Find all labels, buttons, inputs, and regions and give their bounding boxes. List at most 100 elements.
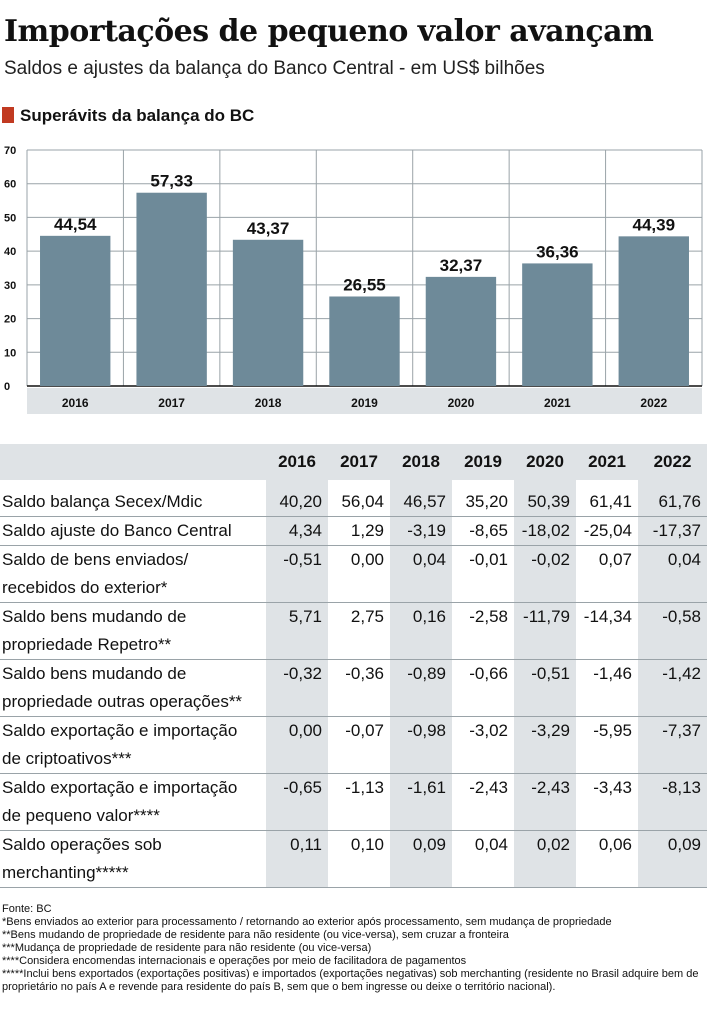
bar-value-label: 43,37	[247, 219, 290, 238]
table-cell: -5,95	[576, 716, 638, 774]
table-cell: -0,02	[514, 545, 576, 603]
table-cell: 0,09	[390, 830, 452, 888]
table-cell: -0,89	[390, 659, 452, 717]
bar	[40, 235, 111, 386]
table-cell: -18,02	[514, 516, 576, 546]
spacer-cell	[0, 480, 266, 488]
table-cell: -7,37	[638, 716, 707, 774]
y-tick-label: 30	[4, 280, 16, 292]
row-label: Saldo ajuste do Banco Central	[0, 516, 266, 546]
table-cell: 61,41	[576, 488, 638, 517]
table-cell: -0,65	[266, 773, 328, 831]
table-header-corner	[0, 444, 266, 480]
bar-value-label: 32,37	[440, 256, 483, 275]
bar	[618, 236, 689, 386]
spacer-cell	[514, 480, 576, 488]
table-cell: -0,98	[390, 716, 452, 774]
table-cell: 5,71	[266, 602, 328, 660]
x-tick-label: 2018	[255, 396, 282, 410]
table-cell: -0,58	[638, 602, 707, 660]
table-cell: 4,34	[266, 516, 328, 546]
table-cell: -3,29	[514, 716, 576, 774]
spacer-cell	[452, 480, 514, 488]
table-cell: -3,02	[452, 716, 514, 774]
table-year-header: 2021	[576, 444, 638, 480]
data-table: 2016 2017 2018 2019 2020 2021 2022 Saldo balan…	[0, 444, 707, 888]
table-year-header: 2022	[638, 444, 707, 480]
x-tick-label: 2019	[351, 396, 378, 410]
table-cell: 0,07	[576, 545, 638, 603]
table-cell: 0,09	[638, 830, 707, 888]
footnote: ****Considera encomendas internacionais …	[2, 955, 467, 967]
footnotes: Fonte: BC *Bens enviados ao exterior para…	[2, 903, 704, 994]
table-cell: -0,32	[266, 659, 328, 717]
table-cell: -25,04	[576, 516, 638, 546]
footnote: *****Inclui bens exportados (exportações…	[2, 968, 699, 993]
row-label: Saldo bens mudando de propriedade Repetro…	[0, 602, 266, 660]
row-label: Saldo exportação e importação de criptoat…	[0, 716, 266, 774]
table-cell: 0,16	[390, 602, 452, 660]
table-cell: -0,66	[452, 659, 514, 717]
table-cell: -1,61	[390, 773, 452, 831]
table-cell: 50,39	[514, 488, 576, 517]
table-cell: -2,58	[452, 602, 514, 660]
y-tick-label: 70	[4, 145, 16, 157]
table-cell: 46,57	[390, 488, 452, 517]
section-marker-icon	[2, 107, 14, 123]
x-tick-label: 2016	[62, 396, 89, 410]
x-tick-label: 2017	[158, 396, 185, 410]
row-label: Saldo bens mudando de propriedade outras …	[0, 659, 266, 717]
page-title: Importações de pequeno valor avançam	[4, 14, 654, 49]
row-label: Saldo operações sob merchanting*****	[0, 830, 266, 888]
bar	[425, 276, 497, 386]
table-row: Saldo ajuste do Banco Central 4,34 1,29 -3,…	[0, 516, 707, 546]
section-title-text: Superávits da balança do BC	[20, 106, 255, 125]
source-note: Fonte: BC	[2, 903, 52, 915]
bar	[329, 296, 400, 386]
bar	[232, 239, 304, 386]
bar-chart: 0 10 20 30 40 50 60 70 44,54 2016 57,33 2017 43,37 20…	[4, 145, 703, 414]
spacer-cell	[390, 480, 452, 488]
footnote: *Bens enviados ao exterior para processa…	[2, 916, 612, 928]
table-cell: 0,10	[328, 830, 390, 888]
spacer-cell	[266, 480, 328, 488]
table-cell: -14,34	[576, 602, 638, 660]
table-cell: -1,42	[638, 659, 707, 717]
y-tick-label: 10	[4, 347, 16, 359]
table-cell: -0,01	[452, 545, 514, 603]
table-cell: 0,04	[638, 545, 707, 603]
table-row: Saldo bens mudando de propriedade outras …	[0, 659, 707, 717]
table-header-row: 2016 2017 2018 2019 2020 2021 2022	[0, 444, 707, 480]
bar	[522, 263, 593, 386]
table-cell: 0,00	[266, 716, 328, 774]
table-cell: 61,76	[638, 488, 707, 517]
table-row: Saldo exportação e importação de pequeno …	[0, 773, 707, 831]
bar-value-label: 44,54	[54, 215, 97, 234]
table-year-header: 2019	[452, 444, 514, 480]
table-cell: 0,04	[452, 830, 514, 888]
table-spacer-row	[0, 480, 707, 488]
table-cell: -1,46	[576, 659, 638, 717]
bar-value-label: 57,33	[150, 172, 193, 191]
bar	[136, 192, 207, 386]
table-row: Saldo de bens enviados/recebidos do exte…	[0, 545, 707, 603]
table-cell: 0,11	[266, 830, 328, 888]
y-tick-label: 0	[4, 381, 10, 393]
table-cell: 40,20	[266, 488, 328, 517]
table-cell: -2,43	[452, 773, 514, 831]
table-year-header: 2016	[266, 444, 328, 480]
table-cell: -8,65	[452, 516, 514, 546]
table-cell: 0,02	[514, 830, 576, 888]
footnote: ***Mudança de propriedade de residente p…	[2, 942, 372, 954]
chart-section-title: Superávits da balança do BC	[2, 106, 254, 126]
x-tick-label: 2022	[640, 396, 667, 410]
table-year-header: 2017	[328, 444, 390, 480]
table-cell: -3,43	[576, 773, 638, 831]
table-cell: -0,51	[266, 545, 328, 603]
bar-value-label: 44,39	[633, 215, 676, 234]
table-row: Saldo operações sob merchanting***** 0,11 0…	[0, 830, 707, 888]
table-row: Saldo bens mudando de propriedade Repetro…	[0, 602, 707, 660]
table-cell: -0,07	[328, 716, 390, 774]
table-cell: 56,04	[328, 488, 390, 517]
bar-value-label: 36,36	[536, 242, 579, 261]
